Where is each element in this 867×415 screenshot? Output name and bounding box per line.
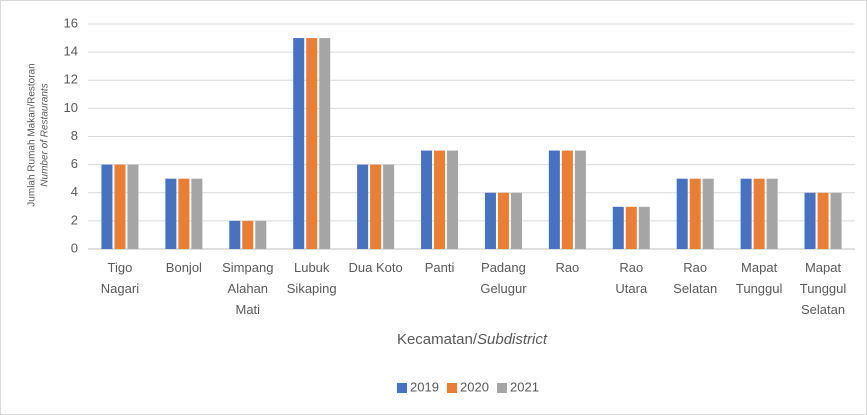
x-tick-label: Bonjol bbox=[166, 260, 202, 275]
y-axis-subtitle: Number of Restaurants bbox=[40, 83, 51, 186]
bar bbox=[817, 192, 829, 249]
x-tick-label: Tigo Nagari bbox=[101, 260, 139, 296]
x-tick-label: Rao Selatan bbox=[673, 260, 717, 296]
legend-label: 2020 bbox=[460, 379, 489, 394]
bar bbox=[548, 150, 560, 249]
bar bbox=[357, 164, 369, 249]
bar bbox=[370, 164, 382, 249]
bar bbox=[676, 178, 688, 249]
legend-label: 2021 bbox=[510, 379, 539, 394]
bar bbox=[740, 178, 752, 249]
y-tick-label: 8 bbox=[71, 128, 78, 143]
y-tick-label: 6 bbox=[71, 156, 78, 171]
x-axis-title: Kecamatan/Subdistrict bbox=[397, 331, 548, 348]
bar bbox=[702, 178, 714, 249]
bar bbox=[434, 150, 446, 249]
bar bbox=[255, 220, 267, 249]
bar bbox=[242, 220, 254, 249]
y-tick-label: 10 bbox=[64, 100, 78, 115]
bar bbox=[612, 206, 624, 249]
bar bbox=[114, 164, 126, 249]
legend-label: 2019 bbox=[410, 379, 439, 394]
legend-swatch bbox=[447, 383, 457, 393]
bar bbox=[319, 38, 331, 249]
x-tick-label: Mapat Tunggul bbox=[736, 260, 783, 296]
bar bbox=[383, 164, 395, 249]
bar bbox=[561, 150, 573, 249]
bar bbox=[229, 220, 241, 249]
bar bbox=[804, 192, 816, 249]
bar bbox=[178, 178, 190, 249]
x-tick-label: Padang Gelugur bbox=[480, 260, 527, 296]
bar bbox=[306, 38, 318, 249]
bar bbox=[497, 192, 509, 249]
legend-swatch bbox=[397, 383, 407, 393]
x-tick-label: Mapat Tunggul Selatan bbox=[800, 260, 847, 317]
y-tick-label: 0 bbox=[71, 240, 78, 255]
legend-swatch bbox=[497, 383, 507, 393]
x-axis-title-text: Kecamatan/ bbox=[397, 331, 478, 348]
bar bbox=[689, 178, 701, 249]
x-tick-label: Rao bbox=[555, 260, 579, 275]
bar bbox=[484, 192, 496, 249]
bar bbox=[165, 178, 177, 249]
bar bbox=[127, 164, 139, 249]
bar bbox=[191, 178, 203, 249]
bar bbox=[830, 192, 842, 249]
x-tick-label: Lubuk Sikaping bbox=[287, 260, 337, 296]
y-tick-label: 2 bbox=[71, 212, 78, 227]
bar bbox=[421, 150, 433, 249]
x-tick-label: Dua Koto bbox=[349, 260, 403, 275]
bar bbox=[766, 178, 778, 249]
bar bbox=[625, 206, 637, 249]
y-axis-title: Jumlah Rumah Makan/Restoran bbox=[27, 63, 38, 206]
bar bbox=[753, 178, 765, 249]
bar bbox=[293, 38, 305, 249]
bar bbox=[574, 150, 586, 249]
bar bbox=[101, 164, 113, 249]
x-tick-label: Rao Utara bbox=[615, 260, 648, 296]
bar bbox=[638, 206, 650, 249]
bar bbox=[510, 192, 522, 249]
x-axis-title-italic: Subdistrict bbox=[477, 331, 548, 348]
bar bbox=[447, 150, 459, 249]
x-tick-label: Simpang Alahan Mati bbox=[222, 260, 273, 317]
y-tick-label: 4 bbox=[71, 184, 78, 199]
y-tick-label: 14 bbox=[64, 44, 78, 59]
y-tick-label: 12 bbox=[64, 72, 78, 87]
x-tick-label: Panti bbox=[425, 260, 455, 275]
y-tick-label: 16 bbox=[64, 15, 78, 30]
